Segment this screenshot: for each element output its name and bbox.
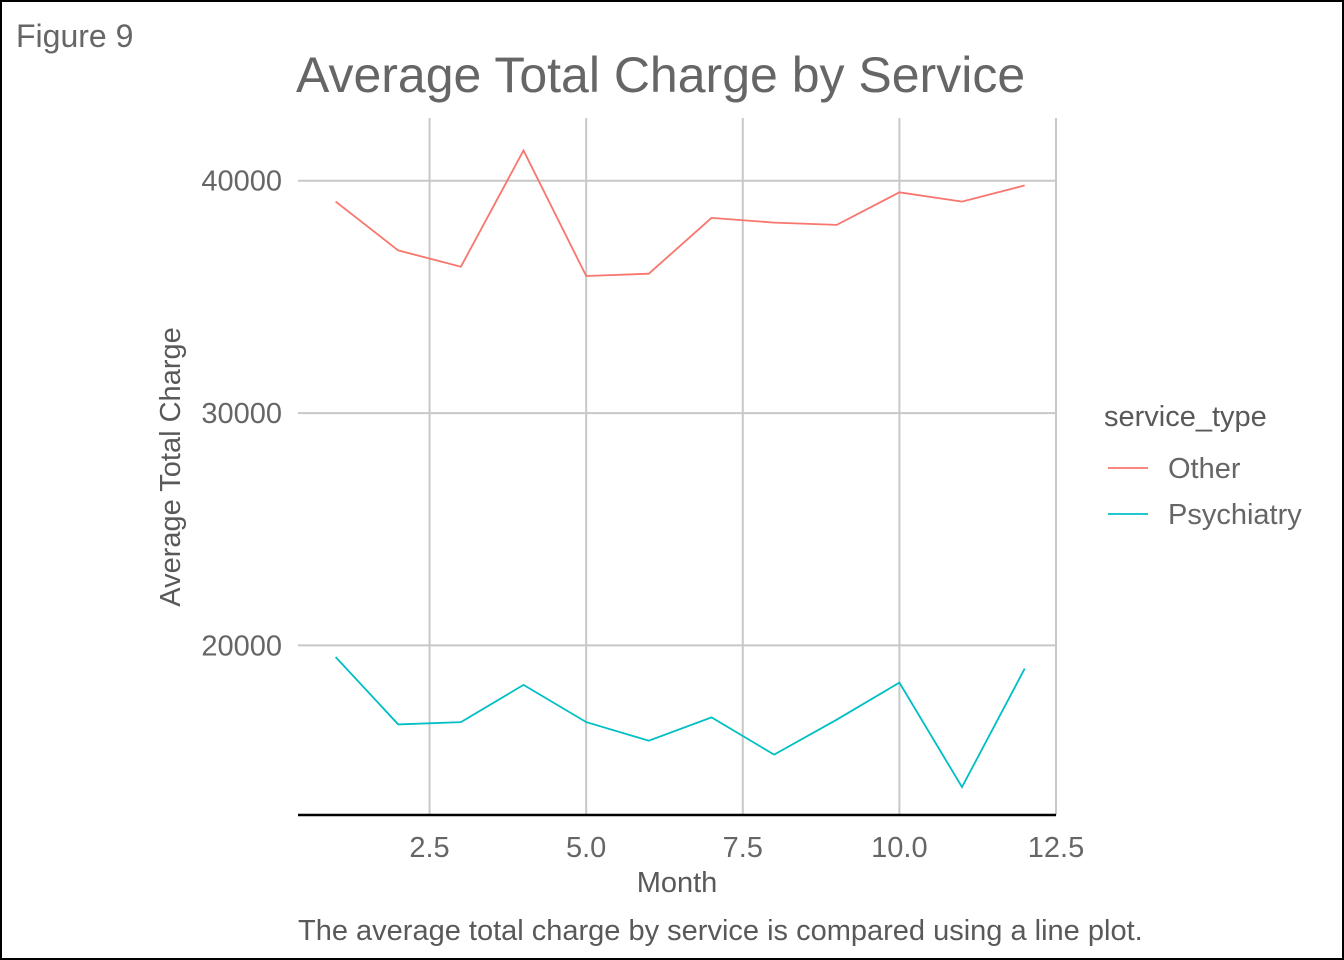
legend-label: Other xyxy=(1168,453,1241,485)
x-tick-labels: 2.5 5.0 7.5 10.0 12.5 xyxy=(409,832,1084,864)
legend-title: service_type xyxy=(1104,401,1267,433)
chart-caption: The average total charge by service is c… xyxy=(298,915,1143,947)
chart-title: Average Total Charge by Service xyxy=(296,47,1025,103)
y-tick-label: 40000 xyxy=(201,166,282,198)
series-lines xyxy=(334,148,1026,789)
y-tick-label: 30000 xyxy=(201,398,282,430)
legend: service_type Other Psychiatry xyxy=(1104,401,1302,531)
legend-label: Psychiatry xyxy=(1168,499,1302,531)
y-tick-labels: 20000 30000 40000 xyxy=(201,166,282,663)
series-line-psychiatry xyxy=(334,656,1026,789)
x-tick-label: 7.5 xyxy=(723,832,763,864)
x-tick-label: 2.5 xyxy=(409,832,449,864)
y-axis-title: Average Total Charge xyxy=(155,327,187,606)
y-tick-label: 20000 xyxy=(201,630,282,662)
x-axis-title: Month xyxy=(637,867,718,899)
figure-label: Figure 9 xyxy=(16,18,134,54)
series-line-other xyxy=(335,148,1025,277)
gridlines xyxy=(298,118,1057,815)
x-tick-label: 5.0 xyxy=(566,832,606,864)
x-tick-label: 10.0 xyxy=(871,832,927,864)
x-tick-label: 12.5 xyxy=(1028,832,1084,864)
